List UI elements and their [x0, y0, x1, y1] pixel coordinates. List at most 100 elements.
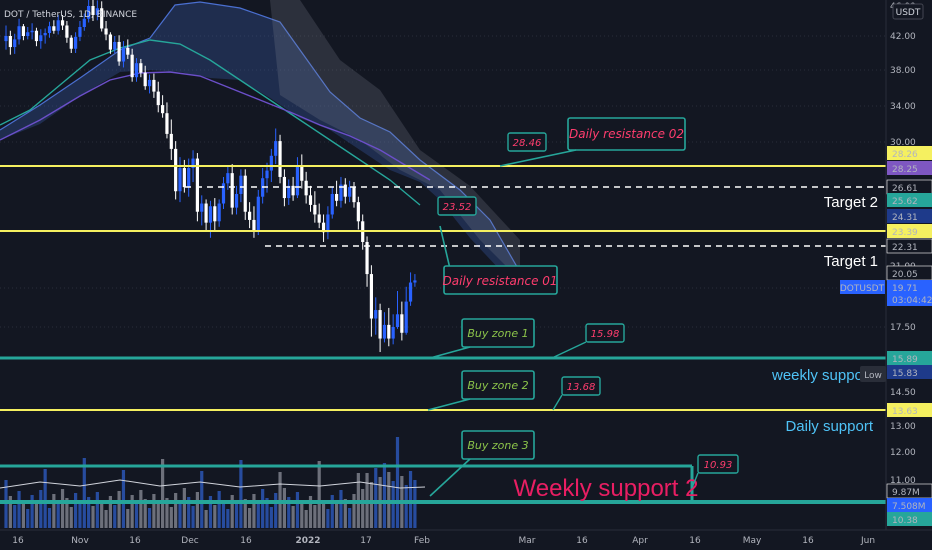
volume-bar — [282, 488, 286, 528]
candle-body — [404, 301, 408, 333]
candle-body — [191, 158, 195, 169]
volume-bar — [243, 499, 247, 528]
volume-bar — [74, 493, 78, 528]
volume-bar — [108, 496, 112, 528]
horizontal-levels — [0, 165, 886, 504]
buy-zone-1-tag-pointer — [551, 341, 587, 359]
x-tick-label: Dec — [181, 536, 198, 546]
weekly-support-2-tag-box — [697, 454, 739, 474]
moving-averages — [0, 39, 431, 206]
price-tag-23.39: 23.39 — [892, 228, 918, 238]
x-tick-label: Mar — [519, 536, 536, 546]
current-countdown: 03:04:42 — [892, 296, 932, 306]
volume-bar — [374, 468, 378, 528]
volume-bar — [130, 495, 134, 528]
volume-bar — [47, 508, 52, 528]
candle-body — [295, 166, 300, 196]
target-1-label: Target 1 — [824, 253, 878, 270]
candle-body — [321, 222, 326, 233]
candle-body — [104, 28, 108, 35]
volume-bar — [230, 495, 234, 528]
candle-body — [343, 184, 347, 197]
candle-body — [278, 141, 282, 177]
daily-support-label: Daily support — [785, 418, 873, 435]
price-tag-15.89: 15.89 — [892, 355, 918, 365]
price-tag-box — [887, 403, 932, 417]
x-tick-label: 17 — [360, 536, 371, 546]
candle-body — [239, 175, 243, 194]
volume-bar — [117, 491, 121, 528]
annotations: Daily resistance 02 28.46 23.52 Daily resis… — [427, 117, 886, 502]
candle-body — [226, 173, 230, 184]
candle-body — [174, 148, 178, 192]
price-tag-box — [887, 365, 932, 379]
current-symbol-box — [840, 280, 885, 294]
volume-bar — [200, 471, 204, 528]
candle-body — [69, 37, 73, 49]
candle-body — [60, 20, 65, 26]
price-tag-22.31: 22.31 — [892, 243, 918, 253]
price-tag-box — [887, 209, 932, 223]
weekly-support-label: weekly support — [771, 367, 873, 384]
candle-body — [291, 185, 295, 196]
volume-bar — [382, 463, 387, 528]
price-axis[interactable]: 46.0042.0038.0034.0030.0021.0017.5014.50… — [840, 0, 932, 530]
volume-bar — [161, 459, 165, 528]
volume-bar — [408, 471, 413, 528]
volume-bar — [17, 491, 21, 528]
candle-body — [308, 195, 313, 205]
x-tick-label: Jun — [860, 536, 875, 546]
candle-body — [56, 20, 60, 31]
candle-body — [230, 173, 234, 208]
daily-resistance-01-box — [443, 265, 558, 295]
y-tick-label: 11.00 — [890, 476, 916, 486]
price-tag-13.63: 13.63 — [892, 407, 918, 417]
volume-bar — [43, 469, 47, 528]
candle-body — [52, 26, 56, 31]
candle-body — [391, 327, 395, 339]
volume-bar — [21, 500, 25, 528]
low-tag-box — [860, 366, 886, 382]
volume-bar — [82, 458, 86, 528]
volume-bar — [274, 493, 278, 528]
candle-body — [365, 241, 369, 275]
candle-body — [374, 310, 378, 319]
volume-bar — [95, 492, 99, 528]
candle-body — [369, 274, 373, 319]
candle-body — [130, 54, 134, 78]
volume-bar — [404, 485, 408, 528]
candle-body — [348, 187, 352, 197]
volume-bar — [8, 496, 12, 528]
candle-body — [182, 168, 186, 188]
buy-zone-1-pointer — [429, 346, 471, 359]
volume-bar — [134, 504, 139, 528]
candle-body — [121, 47, 126, 62]
candle-body — [147, 79, 152, 87]
volume-bar — [126, 509, 130, 528]
candle-body — [300, 166, 304, 181]
time-axis[interactable]: 16 Nov 16 Dec 16 2022 17 Feb Mar 16 Apr 16 May 16 Jun — [0, 529, 932, 550]
volume-bar — [326, 509, 330, 528]
daily-resistance-01-label: Daily resistance 01 — [442, 274, 557, 288]
x-tick-label: 16 — [240, 536, 252, 546]
volume-bar — [139, 490, 143, 528]
volume-bar — [195, 492, 199, 528]
cloud-area — [0, 2, 520, 285]
candle-body — [65, 25, 69, 38]
buy-zone-2-tag-value: 13.68 — [567, 382, 596, 393]
currency-button[interactable]: USDT — [892, 3, 924, 20]
y-tick-label: 38.00 — [890, 66, 916, 76]
volume-bar — [304, 510, 308, 528]
volume-bar — [204, 510, 208, 528]
candle-body — [382, 324, 387, 339]
volume-bar — [104, 510, 108, 528]
volume-bar — [169, 507, 173, 528]
candle-body — [8, 36, 12, 48]
x-tick-label: Nov — [71, 536, 89, 546]
candle-body — [200, 203, 204, 212]
price-tag-20.05: 20.05 — [892, 270, 918, 280]
candle-body — [78, 27, 82, 37]
candle-body — [100, 8, 104, 29]
volume-bar — [295, 492, 300, 528]
